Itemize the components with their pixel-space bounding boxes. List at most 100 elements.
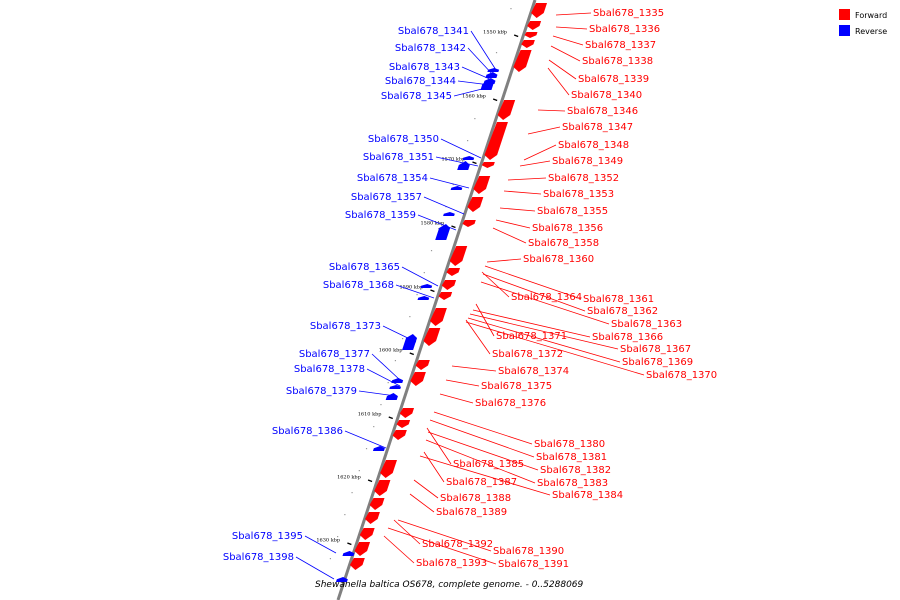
track-dot <box>402 338 403 339</box>
forward-gene-label: Sbal678_1389 <box>436 507 507 518</box>
tick-label: 1610 kbp <box>358 412 382 418</box>
reverse-gene-label: Sbal678_1357 <box>351 192 422 203</box>
forward-gene-arrow <box>439 292 453 300</box>
forward-gene-label: Sbal678_1372 <box>492 349 563 360</box>
forward-label-leader <box>553 36 583 45</box>
forward-gene-label: Sbal678_1369 <box>622 357 693 368</box>
tick-mark <box>493 99 497 101</box>
forward-gene-label: Sbal678_1363 <box>611 319 682 330</box>
legend-swatch-forward <box>839 9 850 20</box>
track-dot <box>474 118 475 119</box>
reverse-gene-label: Sbal678_1354 <box>357 173 428 184</box>
track-dot <box>467 140 468 141</box>
reverse-label-leader <box>441 139 481 158</box>
tick-mark <box>410 353 414 355</box>
track-dot <box>496 52 497 53</box>
track-dot <box>416 294 417 295</box>
forward-gene-label: Sbal678_1370 <box>646 370 717 381</box>
reverse-gene-arrow <box>386 393 398 400</box>
forward-label-leader <box>520 161 550 166</box>
forward-label-leader <box>504 191 541 194</box>
forward-gene-label: Sbal678_1358 <box>528 238 599 249</box>
reverse-gene-label: Sbal678_1379 <box>286 386 357 397</box>
forward-gene-label: Sbal678_1388 <box>440 493 511 504</box>
reverse-gene-label: Sbal678_1386 <box>272 426 343 437</box>
track-dot <box>388 382 389 383</box>
forward-gene-label: Sbal678_1380 <box>534 439 605 450</box>
tick-mark <box>368 480 372 482</box>
genome-caption: Shewanella baltica OS678, complete genom… <box>315 580 584 590</box>
reverse-gene-arrow <box>418 296 430 300</box>
forward-label-leader <box>414 480 438 498</box>
reverse-gene-label: Sbal678_1341 <box>398 26 469 37</box>
forward-gene-label: Sbal678_1348 <box>558 140 629 151</box>
reverse-gene-label: Sbal678_1395 <box>232 531 303 542</box>
genome-map: 1550 kbp1560 kbp1570 kbp1580 kbp1590 kbp… <box>0 0 900 600</box>
forward-label-leader <box>500 208 535 211</box>
forward-gene-label: Sbal678_1356 <box>532 223 603 234</box>
reverse-label-leader <box>345 431 386 448</box>
forward-label-leader <box>549 60 576 79</box>
reverse-label-leader <box>359 391 396 396</box>
forward-label-leader <box>508 178 546 180</box>
forward-label-leader <box>556 27 587 29</box>
forward-gene-label: Sbal678_1340 <box>571 90 642 101</box>
forward-gene-arrow <box>396 420 410 428</box>
legend: Forward Reverse <box>839 9 887 36</box>
forward-gene-label: Sbal678_1383 <box>537 478 608 489</box>
forward-gene-label: Sbal678_1338 <box>582 56 653 67</box>
forward-gene-arrow <box>482 162 495 168</box>
forward-label-leader <box>427 428 451 464</box>
reverse-gene-label: Sbal678_1359 <box>345 210 416 221</box>
forward-label-leader <box>424 452 444 482</box>
forward-gene-label: Sbal678_1347 <box>562 122 633 133</box>
track-dot <box>359 470 360 471</box>
tick-label: 1620 kbp <box>337 475 361 481</box>
reverse-gene-label: Sbal678_1377 <box>299 349 370 360</box>
forward-gene-label: Sbal678_1393 <box>416 558 487 569</box>
tick-mark <box>347 543 351 545</box>
forward-gene-arrow <box>462 220 475 227</box>
track-dot <box>366 448 367 449</box>
track-dot <box>431 250 432 251</box>
reverse-gene-label: Sbal678_1378 <box>294 364 365 375</box>
forward-label-leader <box>410 494 434 512</box>
reverse-label-leader <box>372 354 400 380</box>
reverse-label-leader <box>383 326 416 342</box>
forward-gene-label: Sbal678_1382 <box>540 465 611 476</box>
legend-label-forward: Forward <box>855 11 887 20</box>
forward-gene-label: Sbal678_1362 <box>587 306 658 317</box>
forward-gene-label: Sbal678_1336 <box>589 24 660 35</box>
track-dot <box>330 558 331 559</box>
forward-gene-label: Sbal678_1381 <box>536 452 607 463</box>
reverse-gene-label: Sbal678_1344 <box>385 76 456 87</box>
legend-swatch-reverse <box>839 25 850 36</box>
forward-gene-label: Sbal678_1387 <box>446 477 517 488</box>
forward-gene-label: Sbal678_1346 <box>567 106 638 117</box>
forward-gene-label: Sbal678_1361 <box>583 294 654 305</box>
reverse-gene-arrow <box>443 212 455 216</box>
track-dot <box>344 514 345 515</box>
forward-label-leader <box>482 272 509 297</box>
forward-label-leader <box>466 320 490 354</box>
reverse-label-leader <box>430 178 469 188</box>
reverse-gene-label: Sbal678_1373 <box>310 321 381 332</box>
tick-label: 1560 kbp <box>462 94 486 100</box>
reverse-label-leader <box>296 557 334 579</box>
reverse-gene-label: Sbal678_1368 <box>323 280 394 291</box>
forward-label-leader <box>446 380 479 386</box>
forward-label-leader <box>487 259 521 262</box>
forward-gene-label: Sbal678_1392 <box>422 539 493 550</box>
track-dot <box>395 360 396 361</box>
reverse-label-leader <box>367 369 400 386</box>
reverse-gene-label: Sbal678_1351 <box>363 152 434 163</box>
reverse-gene-label: Sbal678_1342 <box>395 43 466 54</box>
reverse-gene-label: Sbal678_1345 <box>381 91 452 102</box>
track-dot <box>510 8 511 9</box>
forward-gene-label: Sbal678_1390 <box>493 546 564 557</box>
track-dot <box>373 426 374 427</box>
forward-gene-label: Sbal678_1391 <box>498 559 569 570</box>
track-dot <box>380 404 381 405</box>
forward-label-leader <box>476 304 494 336</box>
tick-label: 1600 kbp <box>379 348 403 354</box>
